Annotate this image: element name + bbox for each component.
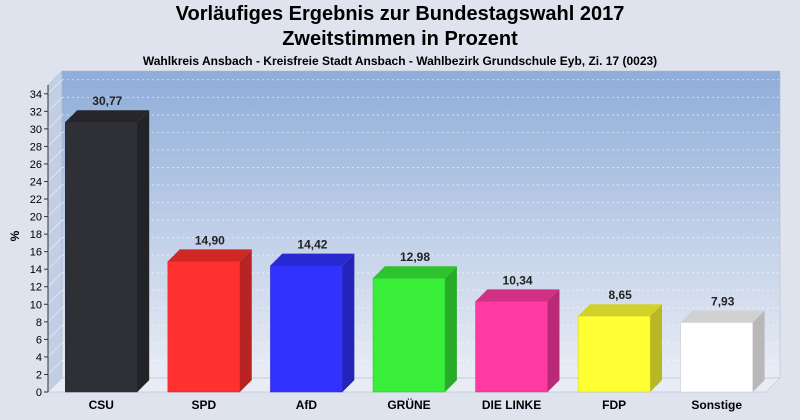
- bar-front: [372, 277, 446, 393]
- y-tick-label: 32: [30, 106, 42, 118]
- y-tick-label: 14: [30, 264, 42, 276]
- bar-top: [680, 310, 765, 323]
- grid-line-side: [47, 167, 63, 182]
- grid-line-side: [47, 272, 63, 288]
- bar-side: [445, 266, 457, 392]
- data-label: 30,77: [92, 94, 122, 108]
- bar-side: [342, 253, 355, 392]
- y-tick-label: 0: [36, 387, 42, 399]
- bar-front: [167, 261, 241, 393]
- chart-title: Vorläufiges Ergebnis zur Bundestagswahl …: [175, 3, 625, 25]
- grid-line-side: [47, 184, 63, 200]
- grid-line-side: [47, 325, 63, 340]
- y-tick-label: 28: [30, 141, 42, 153]
- x-tick-label: FDP: [602, 398, 626, 412]
- grid-line-side: [47, 289, 63, 305]
- x-tick-label: CSU: [89, 398, 114, 412]
- data-label: 10,34: [503, 273, 533, 287]
- grid-line-side: [47, 79, 63, 95]
- x-tick-label: SPD: [192, 398, 217, 412]
- data-label: 7,93: [711, 294, 735, 308]
- bar-side: [547, 289, 560, 392]
- bar-top: [65, 110, 150, 123]
- bar-front: [577, 315, 651, 393]
- bar-spd: 14,90: [167, 233, 252, 393]
- grid-line-side: [47, 132, 63, 147]
- y-tick-label: 34: [30, 89, 42, 101]
- data-label: 14,42: [297, 238, 327, 252]
- data-label: 14,90: [195, 233, 225, 247]
- x-tick-label: GRÜNE: [387, 397, 430, 412]
- bar-sonstige: 7,93: [680, 294, 765, 393]
- x-tick-label: DIE LINKE: [482, 398, 541, 412]
- y-tick-label: 22: [30, 194, 42, 206]
- data-label: 12,98: [400, 250, 430, 264]
- grid-line-side: [47, 360, 63, 375]
- x-tick-label: Sonstige: [691, 398, 742, 412]
- bar-side: [239, 249, 252, 392]
- bar-front: [65, 121, 138, 393]
- grid-lines: [47, 79, 780, 375]
- bar-side: [752, 310, 765, 392]
- bars: 30,77 14,90 14,42 12,98 10,34 8,65 7,93: [65, 94, 765, 393]
- bar-gr-ne: 12,98: [372, 250, 457, 393]
- grid-line-side: [47, 149, 63, 165]
- data-label: 8,65: [608, 288, 632, 302]
- y-tick-label: 4: [36, 352, 42, 364]
- bar-side: [650, 304, 663, 392]
- bar-front: [475, 301, 548, 393]
- y-tick-label: 2: [36, 369, 42, 381]
- bar-side: [137, 110, 150, 393]
- grid-line-side: [47, 237, 63, 253]
- grid-line-side: [47, 307, 63, 323]
- bar-top: [475, 289, 560, 302]
- x-tick-label: AfD: [296, 398, 318, 412]
- y-tick-label: 18: [30, 229, 42, 241]
- bar-front: [270, 265, 343, 393]
- grid-line-side: [47, 254, 63, 270]
- y-tick-label: 30: [30, 124, 42, 136]
- bar-afd: 14,42: [270, 238, 355, 393]
- y-tick-label: 16: [30, 247, 42, 259]
- grid-line-side: [47, 219, 63, 235]
- y-tick-label: 26: [30, 159, 42, 171]
- bar-die-linke: 10,34: [475, 273, 560, 393]
- y-axis-label: %: [8, 230, 22, 241]
- bar-fdp: 8,65: [577, 288, 663, 393]
- bar-top: [167, 249, 252, 262]
- x-axis: CSU SPD AfD GRÜNE DIE LINKE FDP Sonstige: [89, 397, 743, 412]
- y-tick-label: 24: [30, 176, 42, 188]
- bar-top: [578, 304, 663, 317]
- y-tick-label: 12: [30, 282, 42, 294]
- bar-top: [270, 253, 355, 266]
- y-tick-label: 20: [30, 212, 42, 224]
- bar-csu: 30,77: [65, 94, 150, 393]
- y-tick-label: 6: [36, 334, 42, 346]
- grid-line-side: [47, 96, 63, 112]
- grid-line-side: [47, 114, 63, 130]
- chart-title-line-2: Zweitstimmen in Prozent: [282, 28, 518, 50]
- bar-front: [680, 322, 753, 393]
- grid-line-side: [47, 342, 63, 358]
- y-tick-label: 10: [30, 299, 42, 311]
- chart-subtitle: Wahlkreis Ansbach - Kreisfreie Stadt Ans…: [142, 54, 658, 68]
- grid-line-side: [47, 202, 63, 217]
- bar-top: [373, 266, 457, 279]
- y-tick-label: 8: [36, 317, 42, 329]
